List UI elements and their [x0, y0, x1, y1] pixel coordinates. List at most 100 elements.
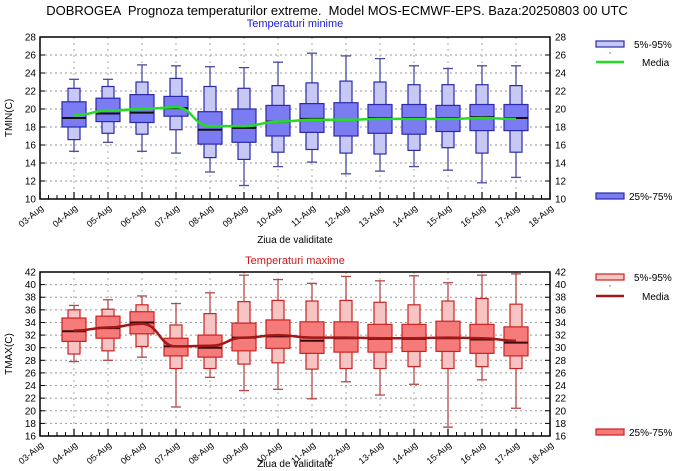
y-tick-label-left: 18	[25, 123, 37, 134]
y-tick-label-right: 20	[555, 105, 567, 116]
box-08-Aug	[197, 292, 223, 378]
x-tick-label: 04-Aug	[51, 440, 80, 466]
legend-dot	[609, 285, 611, 287]
x-tick-label: 04-Aug	[51, 203, 80, 229]
x-tick-label: 07-Aug	[153, 440, 182, 466]
box-12-Aug	[333, 275, 359, 383]
x-tick-label: 17-Aug	[493, 203, 522, 229]
y-tick-label-left: 16	[25, 141, 37, 152]
x-tick-label: 18-Aug	[527, 203, 556, 229]
box-04-Aug	[61, 304, 87, 363]
box-12-Aug	[333, 55, 359, 175]
y-tick-label-left: 26	[25, 368, 37, 379]
y-tick-label-right: 28	[555, 33, 567, 44]
legend-label-mean: Media	[642, 58, 670, 69]
y-tick-label-right: 24	[555, 69, 567, 80]
y-tick-label-left: 26	[25, 51, 37, 62]
box-07-Aug	[163, 302, 189, 408]
box-16-Aug	[469, 274, 495, 381]
box-13-Aug	[367, 57, 393, 172]
legend: 5%-95% Media 25%-75%	[595, 40, 672, 203]
y-tick-label-right: 36	[555, 305, 567, 316]
x-tick-label: 14-Aug	[391, 440, 420, 466]
chart-title: Temperaturi minime	[247, 18, 344, 30]
x-tick-label: 13-Aug	[357, 203, 386, 229]
legend-dot	[609, 52, 611, 54]
y-tick-label-right: 38	[555, 293, 567, 304]
y-tick-label-left: 24	[25, 381, 37, 392]
box-17-Aug	[503, 65, 529, 179]
y-tick-label-left: 40	[25, 280, 37, 291]
box-25-75	[197, 111, 223, 145]
x-tick-label: 08-Aug	[187, 440, 216, 466]
y-tick-label-left: 42	[25, 268, 37, 279]
plot-frame	[39, 271, 551, 437]
y-tick-label-right: 10	[555, 195, 567, 206]
box-10-Aug	[265, 61, 291, 168]
y-tick-label-right: 22	[555, 394, 567, 405]
box-25-75	[435, 320, 461, 353]
y-tick-label-left: 20	[25, 105, 37, 116]
x-axis-label: Ziua de validitate	[257, 235, 333, 246]
y-tick-label-left: 24	[25, 69, 37, 80]
x-tick-label: 11-Aug	[289, 203, 317, 229]
legend-label-5-95: 5%-95%	[634, 273, 672, 284]
y-tick-label-left: 36	[25, 305, 37, 316]
y-axis-label: TMIN(C)	[4, 99, 15, 137]
y-tick-label-left: 32	[25, 331, 37, 342]
box-16-Aug	[469, 65, 495, 184]
mean-line	[73, 105, 517, 128]
y-tick-label-left: 34	[25, 318, 37, 329]
y-tick-label-left: 20	[25, 406, 37, 417]
legend-label-25-75: 25%-75%	[629, 192, 672, 203]
x-tick-label: 12-Aug	[323, 203, 352, 229]
y-tick-label-right: 12	[555, 177, 567, 188]
y-axis-label: TMAX(C)	[4, 333, 15, 375]
legend-swatch-25-75	[595, 428, 625, 436]
box-15-Aug	[435, 282, 461, 428]
x-tick-label: 08-Aug	[187, 203, 216, 229]
legend-swatch-5-95	[595, 40, 625, 48]
x-tick-label: 05-Aug	[85, 440, 114, 466]
x-tick-label: 14-Aug	[391, 203, 420, 229]
x-tick-label: 07-Aug	[153, 203, 182, 229]
y-tick-label-right: 24	[555, 381, 567, 392]
y-tick-label-left: 30	[25, 343, 37, 354]
box-11-Aug	[299, 282, 325, 400]
y-tick-label-right: 26	[555, 368, 567, 379]
x-tick-label: 15-Aug	[425, 440, 454, 466]
y-tick-label-left: 22	[25, 394, 37, 405]
main-title: DOBROGEA Prognoza temperaturilor extreme…	[46, 3, 628, 18]
x-tick-label: 03-Aug	[17, 203, 46, 229]
x-axis-label: Ziua de validitate	[257, 459, 333, 470]
y-tick-label-left: 10	[25, 195, 37, 206]
box-14-Aug	[401, 275, 427, 385]
mean-line	[73, 322, 517, 348]
box-05-Aug	[95, 299, 121, 361]
y-tick-label-left: 38	[25, 293, 37, 304]
y-tick-label-left: 16	[25, 432, 37, 443]
x-tick-label: 18-Aug	[527, 440, 556, 466]
legend-label-25-75: 25%-75%	[629, 428, 672, 439]
y-tick-label-right: 16	[555, 141, 567, 152]
x-tick-label: 03-Aug	[17, 440, 46, 466]
x-tick-label: 16-Aug	[459, 440, 488, 466]
y-tick-label-right: 34	[555, 318, 567, 329]
y-tick-label-right: 22	[555, 87, 567, 98]
box-14-Aug	[401, 65, 427, 168]
x-tick-label: 09-Aug	[221, 203, 250, 229]
y-tick-label-right: 40	[555, 280, 567, 291]
chart-title: Temperaturi maxime	[245, 255, 345, 267]
x-tick-label: 15-Aug	[425, 203, 454, 229]
y-tick-label-right: 30	[555, 343, 567, 354]
y-tick-label-left: 28	[25, 356, 37, 367]
y-tick-label-right: 28	[555, 356, 567, 367]
y-tick-label-right: 18	[555, 123, 567, 134]
x-tick-label: 06-Aug	[119, 203, 148, 229]
legend-swatch-5-95	[595, 273, 625, 281]
y-tick-label-right: 32	[555, 331, 567, 342]
y-tick-label-right: 42	[555, 268, 567, 279]
legend-label-5-95: 5%-95%	[634, 40, 672, 51]
